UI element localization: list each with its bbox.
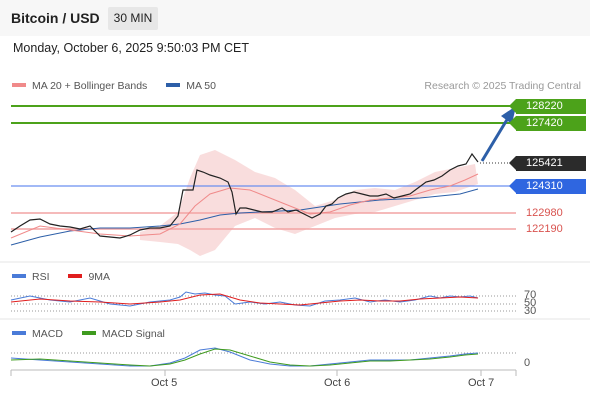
rsi-level-30: 30 (524, 305, 537, 317)
ma50-legend-label: MA 50 (186, 80, 216, 93)
macd-zero-label: 0 (524, 357, 531, 369)
macd-legend-label: MACD (32, 328, 63, 341)
rsi-level-50: 50 (524, 297, 537, 309)
x-tick-label: Oct 6 (324, 377, 351, 389)
rsi-legend-label: RSI (32, 271, 50, 284)
chart-header: Bitcoin / USD 30 MIN (0, 0, 590, 36)
forecast-arrow (480, 117, 510, 162)
ma20-swatch (12, 83, 26, 88)
rsi-level-70: 70 (524, 289, 537, 301)
last-price-tag: 125421 (509, 156, 586, 171)
timestamp: Monday, October 6, 2025 9:50:03 PM CET (13, 41, 250, 55)
macd-signal-line (10, 348, 479, 367)
rsi-legend: RSI 9MA (12, 271, 126, 283)
s2-label: 122190 (526, 223, 563, 235)
rsi-ma-swatch (68, 274, 83, 279)
macd-signal-swatch (81, 331, 96, 336)
price-series (10, 152, 479, 239)
macd-signal-legend-label: MACD Signal (101, 328, 165, 341)
r1-price-tag: 127420 (509, 116, 586, 131)
s1-label: 122980 (526, 207, 563, 219)
r2-price-tag: 128220 (509, 99, 586, 114)
timeframe-badge[interactable]: 30 MIN (108, 7, 158, 30)
research-credit: Research © 2025 Trading Central (424, 80, 581, 92)
ma20-legend-label: MA 20 + Bollinger Bands (32, 80, 148, 93)
rsi-ma-line (10, 293, 479, 306)
rsi-swatch (12, 274, 26, 279)
x-tick-label: Oct 5 (151, 377, 178, 389)
rsi-ma-legend-label: 9MA (88, 271, 111, 284)
macd-legend: MACD MACD Signal (12, 328, 181, 340)
x-tick-label: Oct 7 (468, 377, 495, 389)
main-legend: MA 20 + Bollinger Bands MA 50 (12, 80, 232, 92)
macd-swatch (12, 331, 26, 336)
ma20-line (10, 173, 479, 239)
pivot-price-tag: 124310 (509, 179, 586, 194)
ma50-swatch (166, 83, 181, 88)
bollinger-band (140, 150, 478, 256)
instrument-title: Bitcoin / USD (11, 10, 100, 26)
macd-line (10, 347, 479, 367)
